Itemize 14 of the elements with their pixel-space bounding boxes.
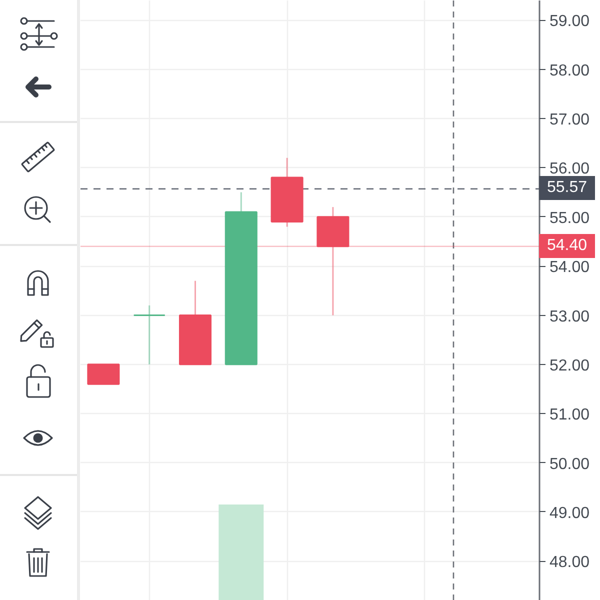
y-tick-label: 55.00 bbox=[550, 210, 590, 227]
y-tick-label: 56.00 bbox=[550, 160, 590, 178]
y-tick-label: 50.00 bbox=[550, 456, 590, 473]
y-tick-label: 59.00 bbox=[550, 13, 590, 30]
y-tick-label: 58.00 bbox=[550, 62, 590, 80]
y-tick-label: 51.00 bbox=[550, 406, 590, 424]
y-tick-label: 48.00 bbox=[550, 554, 590, 572]
y-tick-label: 49.00 bbox=[550, 504, 590, 522]
y-tick-label: 53.00 bbox=[550, 308, 590, 326]
y-tick-label: 54.00 bbox=[550, 259, 590, 276]
ref-line-label: 54.40 bbox=[539, 234, 595, 258]
ref-line-label: 55.57 bbox=[539, 176, 595, 200]
y-tick-label: 57.00 bbox=[550, 112, 590, 129]
y-tick-label: 52.00 bbox=[550, 357, 590, 374]
